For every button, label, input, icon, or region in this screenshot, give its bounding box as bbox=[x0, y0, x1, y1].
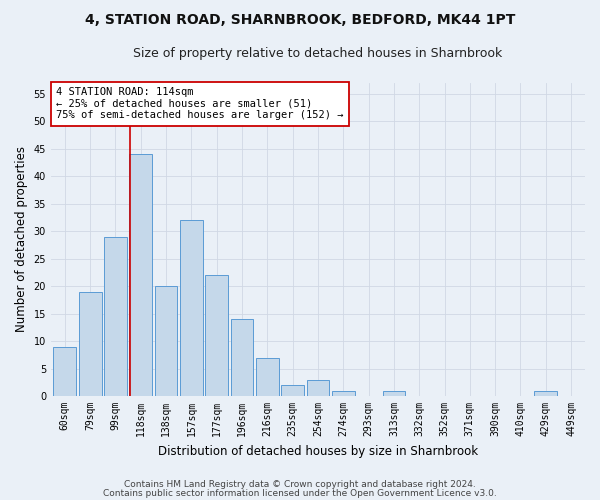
Text: Contains HM Land Registry data © Crown copyright and database right 2024.: Contains HM Land Registry data © Crown c… bbox=[124, 480, 476, 489]
Bar bbox=[130, 154, 152, 396]
Bar bbox=[205, 275, 228, 396]
X-axis label: Distribution of detached houses by size in Sharnbrook: Distribution of detached houses by size … bbox=[158, 444, 478, 458]
Bar bbox=[307, 380, 329, 396]
Bar bbox=[535, 390, 557, 396]
Text: 4 STATION ROAD: 114sqm
← 25% of detached houses are smaller (51)
75% of semi-det: 4 STATION ROAD: 114sqm ← 25% of detached… bbox=[56, 87, 344, 120]
Bar bbox=[53, 346, 76, 396]
Text: Contains public sector information licensed under the Open Government Licence v3: Contains public sector information licen… bbox=[103, 488, 497, 498]
Bar bbox=[230, 319, 253, 396]
Title: Size of property relative to detached houses in Sharnbrook: Size of property relative to detached ho… bbox=[133, 48, 503, 60]
Bar bbox=[332, 390, 355, 396]
Bar bbox=[281, 385, 304, 396]
Bar bbox=[104, 236, 127, 396]
Bar bbox=[383, 390, 405, 396]
Text: 4, STATION ROAD, SHARNBROOK, BEDFORD, MK44 1PT: 4, STATION ROAD, SHARNBROOK, BEDFORD, MK… bbox=[85, 12, 515, 26]
Y-axis label: Number of detached properties: Number of detached properties bbox=[15, 146, 28, 332]
Bar bbox=[79, 292, 101, 396]
Bar bbox=[256, 358, 279, 396]
Bar bbox=[180, 220, 203, 396]
Bar bbox=[155, 286, 178, 396]
